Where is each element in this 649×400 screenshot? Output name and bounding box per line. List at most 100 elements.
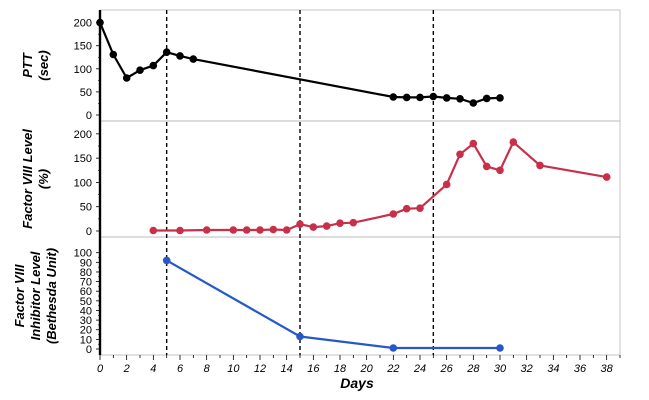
y-tick-label: 60 [80, 286, 92, 298]
x-tick-label: 18 [334, 363, 347, 375]
data-point [442, 180, 451, 189]
panel-frame [99, 9, 621, 122]
x-tick-label: 6 [177, 363, 184, 375]
data-point [189, 55, 198, 63]
x-axis-title: Days [340, 375, 374, 391]
y-tick-label: 40 [80, 305, 92, 317]
y-axis-title: Factor VIII Level [20, 129, 35, 229]
y-tick-label: 50 [80, 296, 92, 308]
x-tick-label: 0 [97, 363, 104, 375]
data-point [496, 344, 504, 352]
x-tick-label: 16 [307, 363, 320, 375]
panel-frame [99, 236, 621, 356]
data-point [176, 52, 184, 60]
x-tick-label: 30 [494, 363, 507, 375]
data-point [496, 94, 504, 102]
y-tick-label: 20 [80, 325, 92, 337]
y-tick-label: 0 [86, 344, 92, 356]
x-tick-label: 26 [440, 363, 454, 375]
y-tick-label: 200 [74, 129, 92, 141]
data-point [509, 138, 518, 146]
y-tick-label: 50 [80, 202, 92, 214]
y-tick-label: 100 [74, 248, 92, 260]
x-tick-label: 14 [281, 363, 293, 375]
y-tick-label: 0 [86, 226, 92, 238]
data-point [442, 94, 451, 102]
data-point [389, 93, 398, 101]
data-point [456, 95, 464, 103]
data-point [429, 92, 438, 101]
x-tick-label: 38 [601, 363, 614, 375]
x-tick-label: 4 [150, 363, 156, 375]
data-point [296, 332, 304, 341]
data-point [109, 50, 118, 59]
data-point [482, 162, 491, 171]
data-point [336, 219, 344, 227]
series-line [166, 259, 500, 350]
y-tick-label: 150 [74, 153, 92, 165]
y-tick-label: 10 [80, 334, 92, 346]
data-point [162, 256, 171, 265]
data-point [536, 161, 544, 170]
x-tick-label: 24 [413, 363, 426, 375]
data-point [456, 150, 464, 159]
x-tick-label: 12 [254, 363, 266, 375]
data-point [389, 210, 398, 218]
event-lines [165, 10, 435, 355]
y-axis-title: Inhibitor Level [28, 251, 43, 340]
data-point [602, 173, 611, 181]
data-point [162, 48, 171, 56]
data-point [242, 226, 251, 234]
x-tick-label: 22 [386, 363, 399, 375]
data-point [349, 218, 358, 227]
x-tick-label: 8 [204, 363, 211, 375]
series-layer [96, 18, 611, 352]
data-point [416, 93, 424, 102]
y-tick-label: 0 [86, 110, 92, 122]
y-tick-label: 100 [74, 64, 92, 76]
y-axis-title: Factor VIII [12, 264, 27, 327]
series-line [153, 141, 607, 232]
y-tick-label: 50 [80, 87, 92, 99]
data-point [176, 226, 184, 235]
x-tick-label: 20 [360, 363, 374, 375]
data-point [229, 226, 238, 234]
data-point [296, 220, 304, 228]
data-point [402, 204, 411, 213]
y-axis-title: (Bethesda Unit) [44, 248, 59, 344]
x-tick-label: 34 [547, 363, 559, 375]
y-tick-label: 150 [74, 41, 92, 53]
y-tick-label: 90 [80, 257, 92, 269]
y-axis-title: (%) [36, 169, 51, 189]
plot-frame [99, 9, 621, 356]
data-point [469, 99, 478, 107]
data-point [482, 94, 491, 103]
data-point [256, 226, 264, 234]
x-tick-label: 2 [123, 363, 130, 375]
y-tick-label: 200 [74, 18, 92, 30]
data-point [269, 225, 278, 234]
data-point [122, 74, 131, 82]
y-tick-label: 30 [80, 315, 92, 327]
x-tick-label: 36 [574, 363, 587, 375]
x-tick-label: 32 [521, 363, 533, 375]
data-point [469, 139, 478, 148]
data-point [202, 226, 211, 234]
data-point [402, 93, 411, 102]
data-point [496, 166, 504, 175]
y-tick-label: 80 [80, 267, 92, 279]
y-axis-title: (sec) [36, 50, 51, 80]
data-point [416, 204, 424, 212]
y-tick-label: 70 [80, 277, 92, 289]
panel-frame [99, 120, 621, 238]
data-point [309, 223, 318, 231]
data-point [149, 226, 158, 235]
data-point [136, 66, 144, 74]
data-point [282, 226, 291, 234]
data-point [149, 61, 158, 70]
y-axis-title: PTT [20, 52, 35, 78]
data-point [389, 344, 398, 352]
y-tick-label: 100 [74, 177, 92, 189]
